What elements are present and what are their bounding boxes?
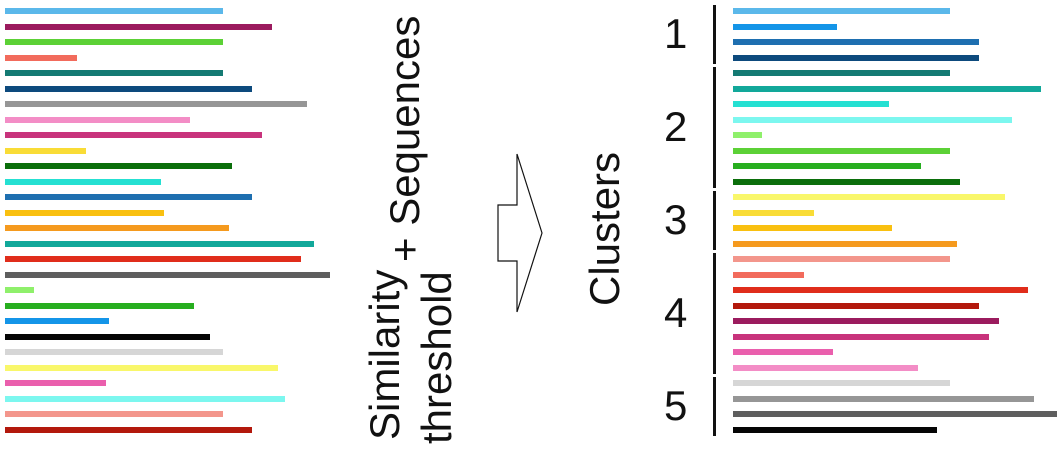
input-sequence-bar (5, 101, 307, 107)
cluster-sequence-bar (733, 396, 1034, 402)
cluster-bracket-line (713, 5, 716, 64)
cluster-sequence-bar (733, 349, 833, 355)
input-sequence-bar (5, 334, 210, 340)
cluster-bracket-line (713, 377, 716, 436)
input-sequence-bar (5, 396, 285, 402)
right-arrow-icon (497, 153, 543, 313)
input-sequence-bar (5, 8, 223, 14)
input-sequence-bar (5, 132, 262, 138)
input-sequence-bar (5, 318, 109, 324)
cluster-sequence-bar (733, 272, 804, 278)
cluster-sequence-bar (733, 318, 999, 324)
input-sequence-bar (5, 303, 194, 309)
input-sequence-bar (5, 380, 106, 386)
input-sequence-bar (5, 365, 278, 371)
cluster-sequence-bar (733, 225, 892, 231)
cluster-sequence-bar (733, 24, 837, 30)
input-sequence-bar (5, 256, 301, 262)
cluster-sequence-bar (733, 365, 918, 371)
cluster-sequence-bar (733, 39, 979, 45)
input-sequence-bar (5, 24, 272, 30)
input-sequence-bar (5, 287, 34, 293)
cluster-number: 4 (664, 289, 688, 336)
input-sequence-bar (5, 86, 252, 92)
cluster-bracket-line (713, 67, 716, 188)
cluster-sequence-bar (733, 194, 1005, 200)
input-sequence-bar (5, 55, 77, 61)
cluster-bracket-line (713, 253, 716, 374)
cluster-sequence-bar (733, 8, 950, 14)
input-sequence-bar (5, 411, 223, 417)
label-clusters: Clusters (581, 151, 628, 306)
label-plus-sequences: + Sequences (381, 15, 428, 262)
input-sequence-bar (5, 39, 223, 45)
cluster-number: 5 (664, 382, 688, 429)
cluster-sequence-bar (733, 117, 1012, 123)
input-sequence-bar (5, 148, 86, 154)
input-sequence-bar (5, 179, 161, 185)
cluster-sequence-bar (733, 427, 937, 433)
cluster-sequence-bar (733, 241, 957, 247)
input-sequence-bar (5, 225, 229, 231)
cluster-sequence-bar (733, 210, 814, 216)
cluster-sequence-bar (733, 256, 950, 262)
cluster-sequence-bar (733, 411, 1057, 417)
cluster-sequence-bar (733, 70, 950, 76)
cluster-sequence-bar (733, 287, 1028, 293)
input-sequence-bar (5, 194, 252, 200)
cluster-sequence-bar (733, 86, 1041, 92)
cluster-sequence-bar (733, 179, 960, 185)
cluster-number: 2 (664, 103, 688, 150)
input-sequence-bar (5, 427, 252, 433)
cluster-sequence-bar (733, 148, 950, 154)
cluster-number: 3 (664, 196, 688, 243)
input-sequence-bar (5, 241, 314, 247)
input-sequence-bar (5, 210, 164, 216)
input-sequence-bar (5, 70, 223, 76)
cluster-sequence-bar (733, 303, 979, 309)
input-sequence-bar (5, 117, 190, 123)
input-sequence-bar (5, 163, 232, 169)
label-threshold: threshold (413, 271, 460, 444)
cluster-sequence-bar (733, 55, 979, 61)
cluster-sequence-bar (733, 380, 950, 386)
input-sequence-bar (5, 349, 223, 355)
cluster-sequence-bar (733, 132, 762, 138)
label-similarity: Similarity (361, 269, 408, 440)
cluster-number: 1 (664, 10, 688, 57)
cluster-sequence-bar (733, 101, 889, 107)
cluster-bracket-line (713, 191, 716, 250)
cluster-sequence-bar (733, 334, 989, 340)
input-sequence-bar (5, 272, 330, 278)
cluster-sequence-bar (733, 163, 921, 169)
